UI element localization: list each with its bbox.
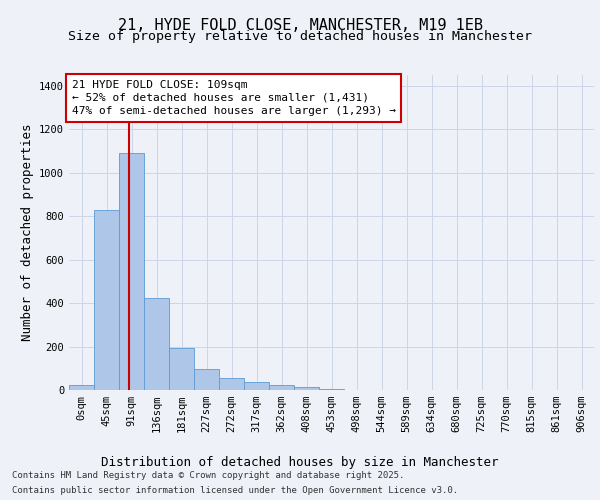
Bar [269, 384, 294, 390]
Bar [94, 210, 119, 390]
Y-axis label: Number of detached properties: Number of detached properties [20, 124, 34, 341]
Text: Size of property relative to detached houses in Manchester: Size of property relative to detached ho… [68, 30, 532, 43]
Bar [69, 384, 94, 390]
Bar [144, 298, 169, 390]
Text: Contains public sector information licensed under the Open Government Licence v3: Contains public sector information licen… [12, 486, 458, 495]
Text: Contains HM Land Registry data © Crown copyright and database right 2025.: Contains HM Land Registry data © Crown c… [12, 471, 404, 480]
Bar [194, 370, 219, 390]
Text: Distribution of detached houses by size in Manchester: Distribution of detached houses by size … [101, 456, 499, 469]
Text: 21, HYDE FOLD CLOSE, MANCHESTER, M19 1EB: 21, HYDE FOLD CLOSE, MANCHESTER, M19 1EB [118, 18, 482, 32]
Bar [319, 389, 344, 390]
Bar [219, 378, 244, 390]
Bar [294, 386, 319, 390]
Bar [169, 348, 194, 390]
Bar [119, 153, 144, 390]
Text: 21 HYDE FOLD CLOSE: 109sqm
← 52% of detached houses are smaller (1,431)
47% of s: 21 HYDE FOLD CLOSE: 109sqm ← 52% of deta… [71, 80, 395, 116]
Bar [244, 382, 269, 390]
